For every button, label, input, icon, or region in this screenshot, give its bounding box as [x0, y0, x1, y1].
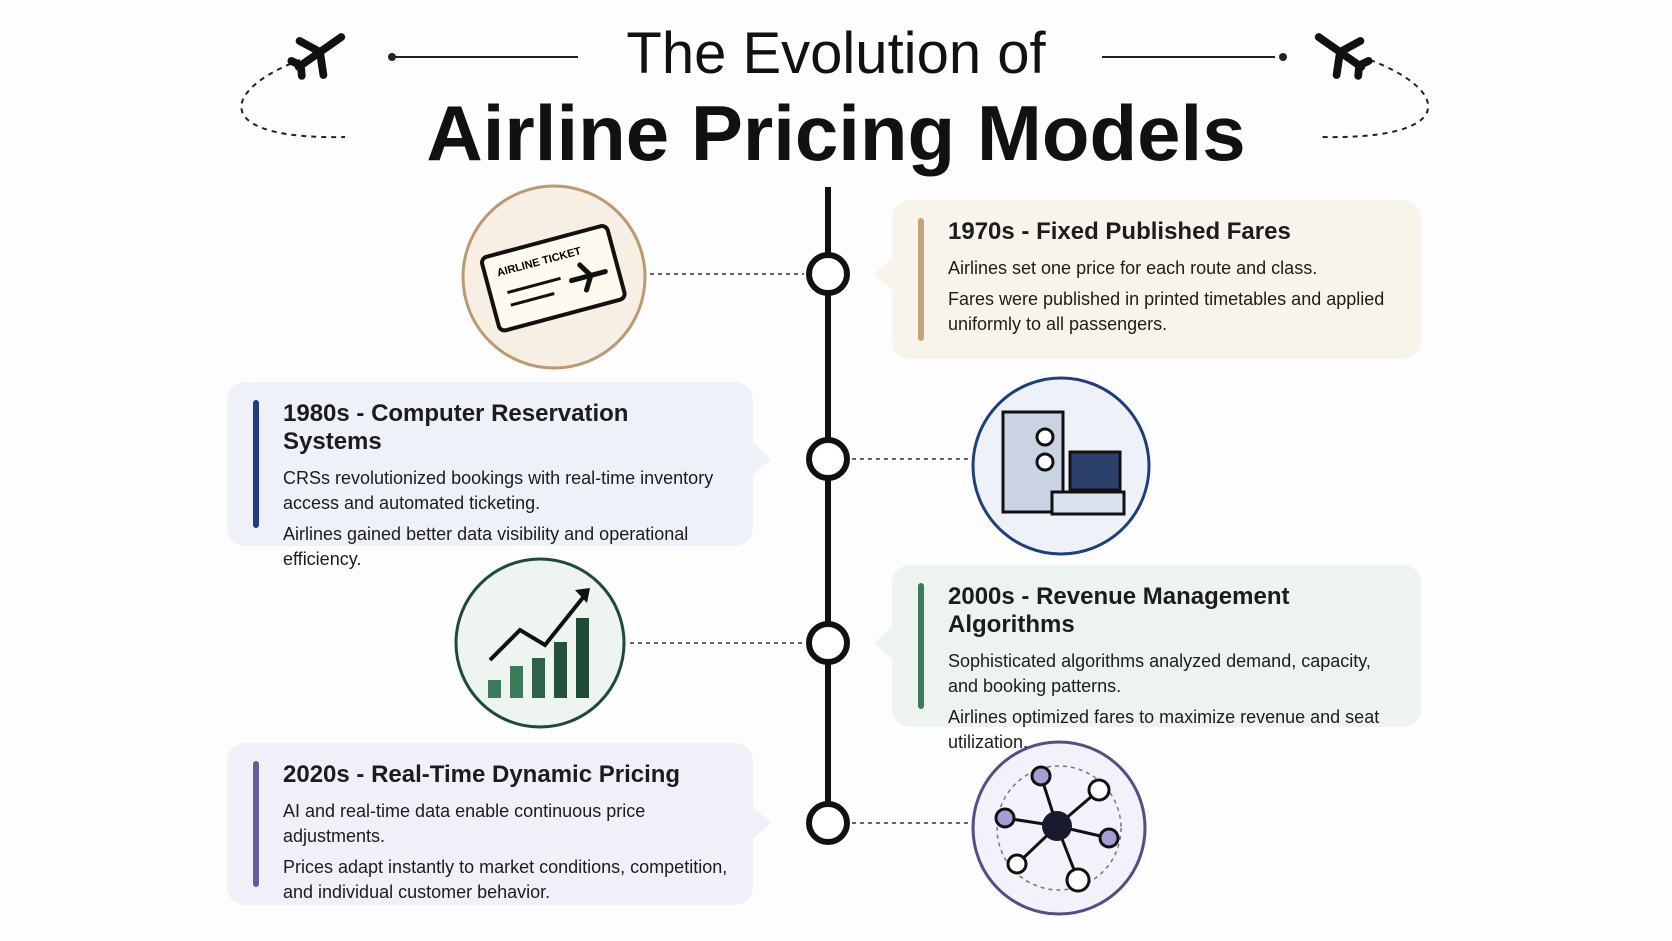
dot: [388, 53, 396, 61]
event-title: 1970s - Fixed Published Fares: [948, 218, 1291, 245]
accent-bar: [918, 218, 924, 341]
timeline-node: [806, 621, 850, 665]
card-pointer: [753, 807, 771, 839]
timeline-node: [806, 801, 850, 845]
growth-icon: [454, 557, 626, 729]
accent-bar: [253, 400, 259, 528]
flight-path: [1319, 59, 1430, 139]
event-text: AI and real-time data enable continuous …: [283, 801, 646, 846]
event-title: 1980s - Computer Reservation Systems: [283, 400, 629, 455]
event-title: 2000s - Revenue Management Algorithms: [948, 583, 1290, 638]
timeline-node: [806, 252, 850, 296]
dot: [1279, 53, 1287, 61]
event-title: 2020s - Real-Time Dynamic Pricing: [283, 761, 681, 788]
ticket-icon: AIRLINE TICKET: [461, 184, 647, 370]
accent-bar: [918, 583, 924, 709]
plane-icon: [1314, 33, 1373, 80]
event-text: CRSs revolutionized bookings with real-t…: [283, 468, 714, 513]
event-card: 2000s - Revenue Management Algorithms Sop…: [892, 565, 1421, 752]
event-text: Fares were published in printed timetabl…: [948, 289, 1385, 334]
plane-icon: [287, 33, 346, 80]
event-text: Airlines set one price for each route an…: [948, 258, 1318, 278]
title-line1: The Evolution of: [626, 21, 1046, 86]
card-pointer: [753, 443, 771, 475]
event-text: Airlines optimized fares to maximize rev…: [948, 707, 1380, 752]
event-card: 2020s - Real-Time Dynamic Pricing AI and …: [227, 743, 753, 905]
event-card: 1980s - Computer Reservation Systems CRSs…: [227, 382, 753, 569]
event-text: Airlines gained better data visibility a…: [283, 524, 689, 569]
event-text: Prices adapt instantly to market conditi…: [283, 857, 728, 902]
network-icon: [971, 740, 1147, 916]
title-line2: Airline Pricing Models: [426, 89, 1246, 177]
decor: [240, 56, 1430, 139]
flight-path: [240, 59, 346, 139]
accent-bar: [253, 761, 259, 887]
event-text: Sophisticated algorithms analyzed demand…: [948, 651, 1371, 696]
card-pointer: [874, 627, 892, 659]
computer-icon: [971, 376, 1151, 556]
event-card: 1970s - Fixed Published Fares Airlines se…: [892, 200, 1421, 359]
card-pointer: [874, 258, 892, 290]
timeline-node: [806, 437, 850, 481]
